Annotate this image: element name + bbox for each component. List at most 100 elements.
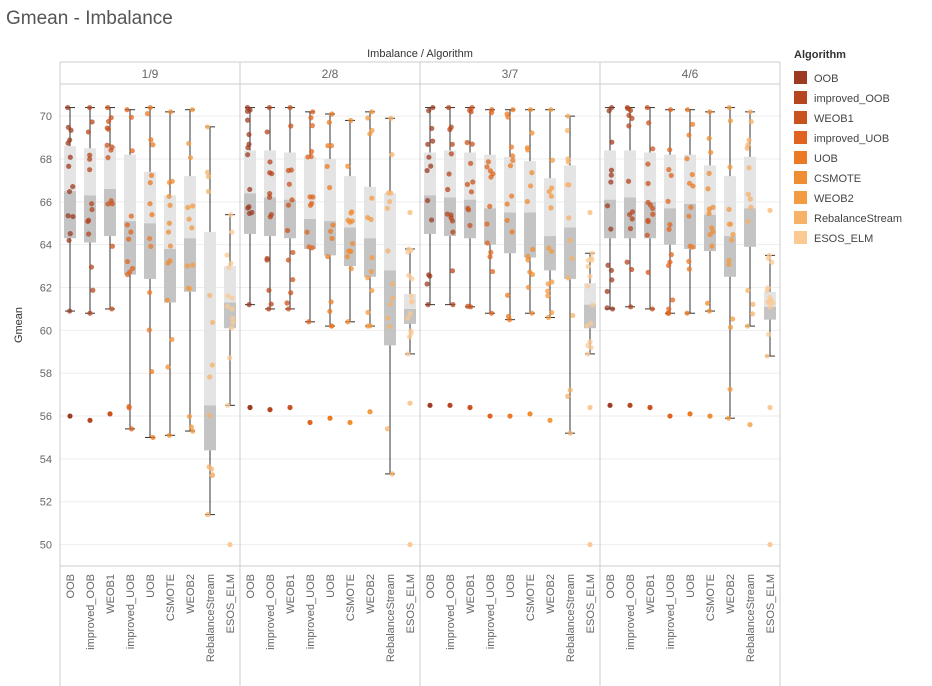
data-point[interactable] (450, 229, 456, 235)
data-point[interactable] (744, 323, 751, 329)
data-point[interactable] (650, 211, 656, 217)
data-point[interactable] (349, 218, 355, 224)
data-point[interactable] (545, 288, 551, 294)
box-upper[interactable] (564, 165, 576, 228)
data-point[interactable] (729, 237, 735, 243)
data-point[interactable] (304, 229, 310, 235)
data-point[interactable] (405, 351, 411, 357)
data-point[interactable] (608, 167, 615, 173)
data-point[interactable] (727, 324, 734, 330)
outlier-point[interactable] (587, 404, 593, 411)
data-point[interactable] (310, 109, 316, 115)
data-point[interactable] (349, 209, 355, 215)
box-lower[interactable] (344, 227, 356, 267)
data-point[interactable] (124, 271, 131, 278)
data-point[interactable] (527, 269, 533, 275)
data-point[interactable] (365, 309, 371, 315)
data-point[interactable] (189, 225, 195, 231)
outlier-point[interactable] (767, 541, 773, 548)
data-point[interactable] (388, 190, 394, 196)
data-point[interactable] (686, 132, 692, 138)
data-point[interactable] (409, 276, 415, 282)
data-point[interactable] (188, 424, 194, 430)
data-point[interactable] (525, 284, 532, 290)
data-point[interactable] (169, 336, 175, 343)
outlier-point[interactable] (507, 413, 513, 419)
data-point[interactable] (369, 255, 375, 261)
data-point[interactable] (328, 143, 335, 149)
data-point[interactable] (667, 107, 674, 113)
data-point[interactable] (747, 196, 753, 202)
data-point[interactable] (290, 249, 296, 256)
data-point[interactable] (207, 374, 213, 380)
data-point[interactable] (566, 215, 572, 221)
data-point[interactable] (308, 148, 315, 155)
data-point[interactable] (684, 107, 691, 113)
data-point[interactable] (429, 125, 435, 132)
data-point[interactable] (767, 304, 773, 310)
data-point[interactable] (124, 107, 130, 113)
data-point[interactable] (749, 311, 756, 317)
data-point[interactable] (325, 253, 331, 260)
data-point[interactable] (705, 186, 711, 192)
data-point[interactable] (424, 197, 431, 204)
data-point[interactable] (507, 163, 514, 169)
data-point[interactable] (225, 293, 231, 299)
data-point[interactable] (126, 236, 132, 242)
data-point[interactable] (585, 351, 591, 357)
data-point[interactable] (89, 119, 95, 125)
data-point[interactable] (765, 285, 771, 291)
data-point[interactable] (608, 172, 614, 178)
outlier-point[interactable] (267, 407, 273, 413)
data-point[interactable] (386, 199, 393, 205)
data-point[interactable] (85, 129, 92, 135)
data-point[interactable] (348, 266, 354, 272)
data-point[interactable] (627, 226, 634, 232)
data-point[interactable] (464, 181, 471, 187)
data-point[interactable] (190, 203, 196, 209)
data-point[interactable] (666, 262, 672, 269)
data-point[interactable] (185, 204, 191, 211)
data-point[interactable] (207, 292, 213, 299)
data-point[interactable] (365, 115, 371, 121)
data-point[interactable] (124, 222, 131, 228)
data-point[interactable] (428, 217, 435, 223)
data-point[interactable] (548, 193, 554, 199)
data-point[interactable] (148, 137, 154, 143)
data-point[interactable] (209, 472, 215, 479)
data-point[interactable] (288, 290, 294, 296)
data-point[interactable] (147, 180, 153, 186)
data-point[interactable] (367, 323, 373, 329)
data-point[interactable] (645, 180, 651, 187)
box-upper[interactable] (244, 150, 256, 194)
outlier-point[interactable] (247, 404, 253, 411)
data-point[interactable] (325, 143, 331, 149)
outlier-point[interactable] (767, 207, 773, 213)
box-upper[interactable] (724, 176, 736, 237)
data-point[interactable] (369, 109, 375, 115)
box-upper[interactable] (424, 152, 436, 196)
data-point[interactable] (467, 222, 473, 229)
data-point[interactable] (645, 269, 651, 275)
data-point[interactable] (190, 428, 196, 434)
data-point[interactable] (504, 217, 510, 224)
data-point[interactable] (430, 138, 436, 144)
outlier-point[interactable] (327, 415, 333, 421)
data-point[interactable] (150, 434, 156, 441)
box-lower[interactable] (184, 238, 196, 292)
data-point[interactable] (186, 216, 192, 222)
data-point[interactable] (545, 314, 552, 321)
data-point[interactable] (567, 430, 573, 436)
data-point[interactable] (224, 252, 230, 258)
data-point[interactable] (369, 195, 375, 201)
data-point[interactable] (405, 249, 411, 255)
data-point[interactable] (564, 127, 570, 134)
data-point[interactable] (384, 426, 391, 432)
data-point[interactable] (426, 154, 432, 160)
data-point[interactable] (109, 306, 115, 312)
data-point[interactable] (686, 213, 692, 219)
data-point[interactable] (629, 266, 635, 273)
data-point[interactable] (190, 262, 196, 268)
data-point[interactable] (645, 161, 651, 167)
data-point[interactable] (604, 288, 610, 295)
